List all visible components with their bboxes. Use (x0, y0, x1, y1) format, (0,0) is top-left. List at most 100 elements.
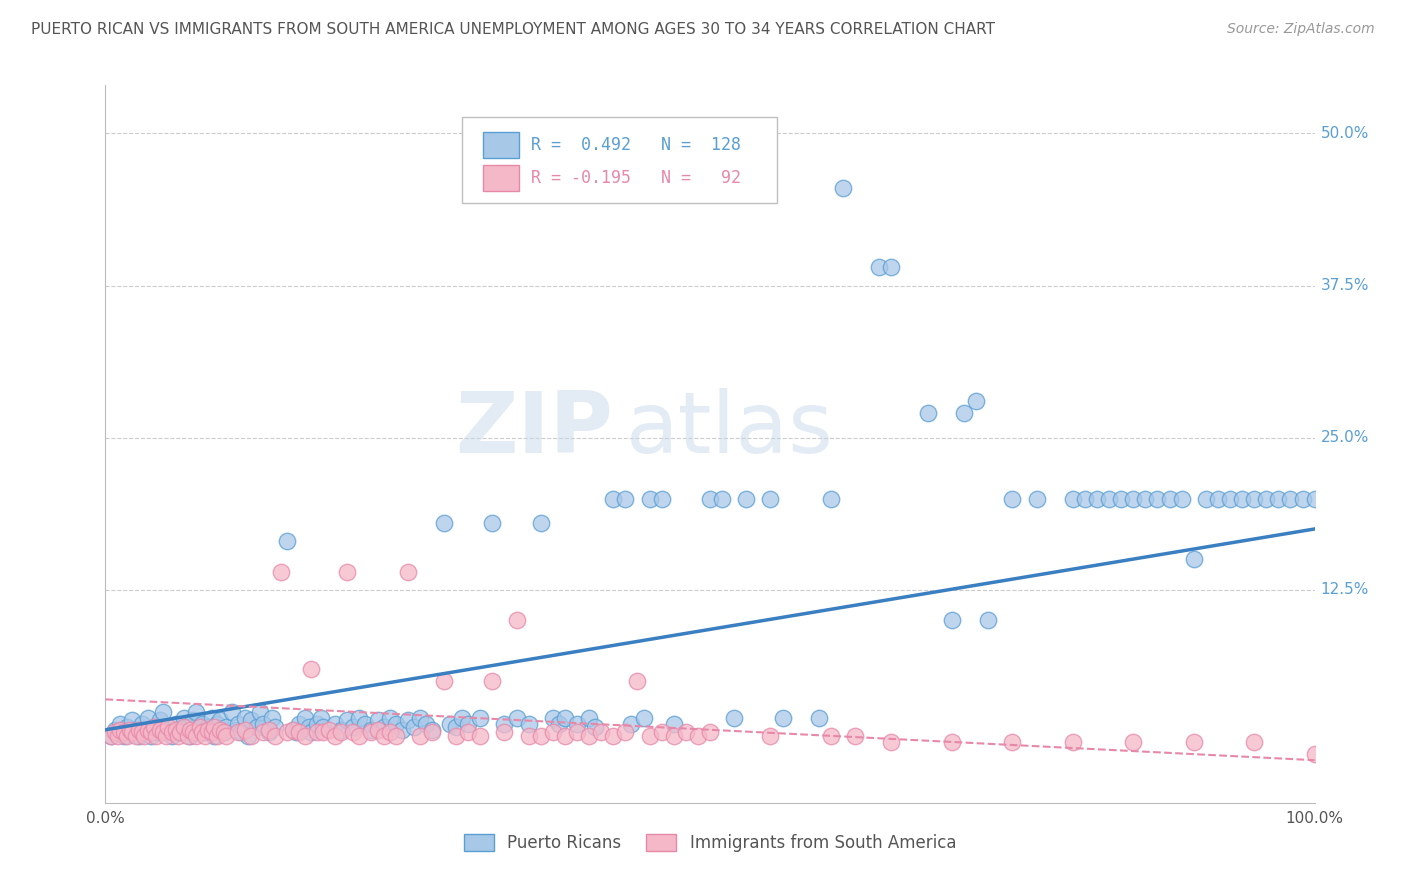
Point (409, 729, 432, 743)
Point (470, 710, 492, 724)
Point (131, 716, 153, 731)
Point (530, 516, 553, 530)
Point (225, 723, 247, 737)
Point (1182, 552, 1205, 566)
Text: ZIP: ZIP (456, 388, 613, 471)
Point (541, 710, 564, 724)
Point (1085, 491, 1108, 506)
Text: PUERTO RICAN VS IMMIGRANTS FROM SOUTH AMERICA UNEMPLOYMENT AMONG AGES 30 TO 34 Y: PUERTO RICAN VS IMMIGRANTS FROM SOUTH AM… (31, 22, 995, 37)
Point (420, 723, 443, 737)
Point (141, 729, 163, 743)
FancyBboxPatch shape (482, 165, 519, 191)
Point (236, 729, 259, 743)
Point (294, 729, 316, 743)
Point (530, 729, 553, 743)
Point (145, 729, 167, 743)
Point (735, 491, 758, 506)
Point (142, 720, 165, 734)
Point (299, 662, 322, 676)
Point (173, 720, 195, 734)
Point (186, 705, 208, 719)
Text: R =  0.492   N =  128: R = 0.492 N = 128 (531, 136, 741, 154)
Point (128, 723, 150, 737)
Point (1122, 491, 1144, 506)
Point (391, 723, 413, 737)
Point (212, 725, 235, 739)
Point (136, 723, 159, 737)
Point (191, 725, 214, 739)
Point (107, 729, 129, 743)
Point (807, 710, 830, 724)
Point (276, 534, 298, 549)
Point (554, 710, 576, 724)
Point (1062, 491, 1084, 506)
Point (194, 725, 217, 739)
Point (169, 725, 191, 739)
Point (186, 729, 208, 743)
Point (160, 729, 183, 743)
Point (699, 725, 721, 739)
Point (115, 720, 138, 734)
Point (228, 725, 250, 739)
Point (420, 725, 443, 739)
Point (1219, 491, 1241, 506)
FancyBboxPatch shape (482, 132, 519, 158)
Point (124, 729, 148, 743)
Point (257, 725, 280, 739)
Point (457, 725, 479, 739)
Point (160, 725, 183, 739)
Point (252, 725, 274, 739)
Point (330, 723, 353, 737)
Point (294, 710, 316, 724)
Point (167, 725, 190, 739)
Point (820, 491, 842, 506)
Text: 12.5%: 12.5% (1320, 582, 1369, 598)
Point (191, 716, 214, 731)
Point (481, 516, 503, 530)
Point (281, 723, 304, 737)
Text: atlas: atlas (626, 388, 834, 471)
Point (1001, 735, 1024, 749)
Point (620, 716, 643, 731)
Point (205, 716, 228, 731)
Point (112, 725, 135, 739)
Point (444, 720, 467, 734)
Point (384, 729, 406, 743)
Point (336, 565, 359, 579)
Point (179, 729, 201, 743)
Point (1279, 491, 1302, 506)
Point (201, 725, 224, 739)
Point (349, 729, 371, 743)
Point (118, 723, 141, 737)
Point (233, 723, 256, 737)
Point (121, 725, 143, 739)
Point (202, 720, 225, 734)
Point (202, 729, 225, 743)
Point (246, 720, 269, 734)
Point (1195, 491, 1218, 506)
Point (481, 674, 503, 689)
Point (136, 710, 159, 724)
Point (1098, 491, 1121, 506)
Point (323, 729, 346, 743)
Point (373, 720, 395, 734)
Point (772, 710, 794, 724)
Point (844, 729, 866, 743)
Point (115, 729, 138, 743)
Point (917, 406, 939, 420)
Point (638, 491, 661, 506)
Text: Source: ZipAtlas.com: Source: ZipAtlas.com (1227, 22, 1375, 37)
Point (354, 716, 377, 731)
Point (262, 710, 284, 724)
Point (1256, 491, 1278, 506)
Point (131, 725, 153, 739)
Point (285, 725, 308, 739)
Point (307, 716, 329, 731)
Point (1303, 747, 1326, 761)
Point (188, 720, 211, 734)
Point (565, 725, 588, 739)
Point (517, 716, 540, 731)
Point (614, 491, 637, 506)
Point (517, 729, 540, 743)
Point (221, 705, 243, 719)
